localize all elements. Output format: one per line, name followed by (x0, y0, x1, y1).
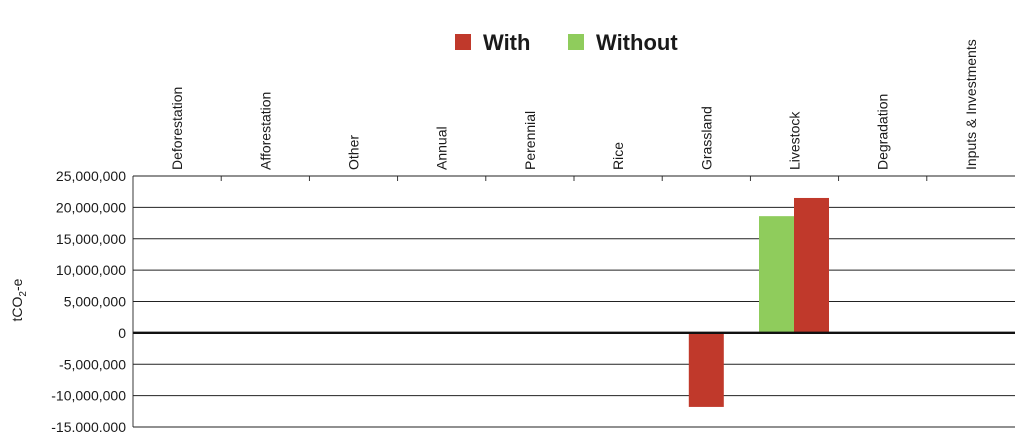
legend: With Without (455, 30, 678, 55)
bar-with (688, 332, 724, 407)
y-axis-label: tCO2-e (9, 278, 29, 321)
category-label: Other (346, 135, 362, 170)
y-tick-label: 10,000,000 (56, 262, 126, 278)
bar-without (759, 216, 794, 333)
category-label: Perennial (522, 111, 538, 170)
y-tick-label: -10,000,000 (51, 388, 126, 404)
bars (133, 197, 1015, 407)
bar-with (794, 197, 829, 333)
category-label: Rice (610, 142, 626, 170)
y-tick-label: 5,000,000 (64, 294, 126, 310)
axes (132, 176, 1015, 427)
y-tick-label: -5,000,000 (59, 356, 126, 372)
y-tick-label: -15,000,000 (51, 419, 126, 432)
category-label: Inputs & Investments (963, 39, 979, 170)
category-label: Grassland (698, 106, 714, 170)
category-label: Afforestation (257, 92, 273, 170)
y-axis-label-group: tCO2-e (9, 278, 29, 321)
legend-label-with: With (483, 30, 530, 55)
y-tick-label: 0 (118, 325, 126, 341)
gridlines (133, 175, 1015, 428)
category-label: Deforestation (169, 87, 185, 170)
category-label: Annual (434, 126, 450, 170)
y-tick-label: 15,000,000 (56, 231, 126, 247)
category-label: Degradation (875, 94, 891, 170)
legend-swatch-without (568, 34, 584, 50)
category-labels: Deforestation Afforestation Other Annual Per… (169, 39, 979, 170)
legend-label-without: Without (596, 30, 678, 55)
legend-swatch-with (455, 34, 471, 50)
category-label: Livestock (787, 111, 803, 170)
y-tick-labels: 25,000,000 20,000,000 15,000,000 10,000,000… (51, 168, 126, 432)
y-tick-label: 20,000,000 (56, 199, 126, 215)
y-tick-label: 25,000,000 (56, 168, 126, 184)
